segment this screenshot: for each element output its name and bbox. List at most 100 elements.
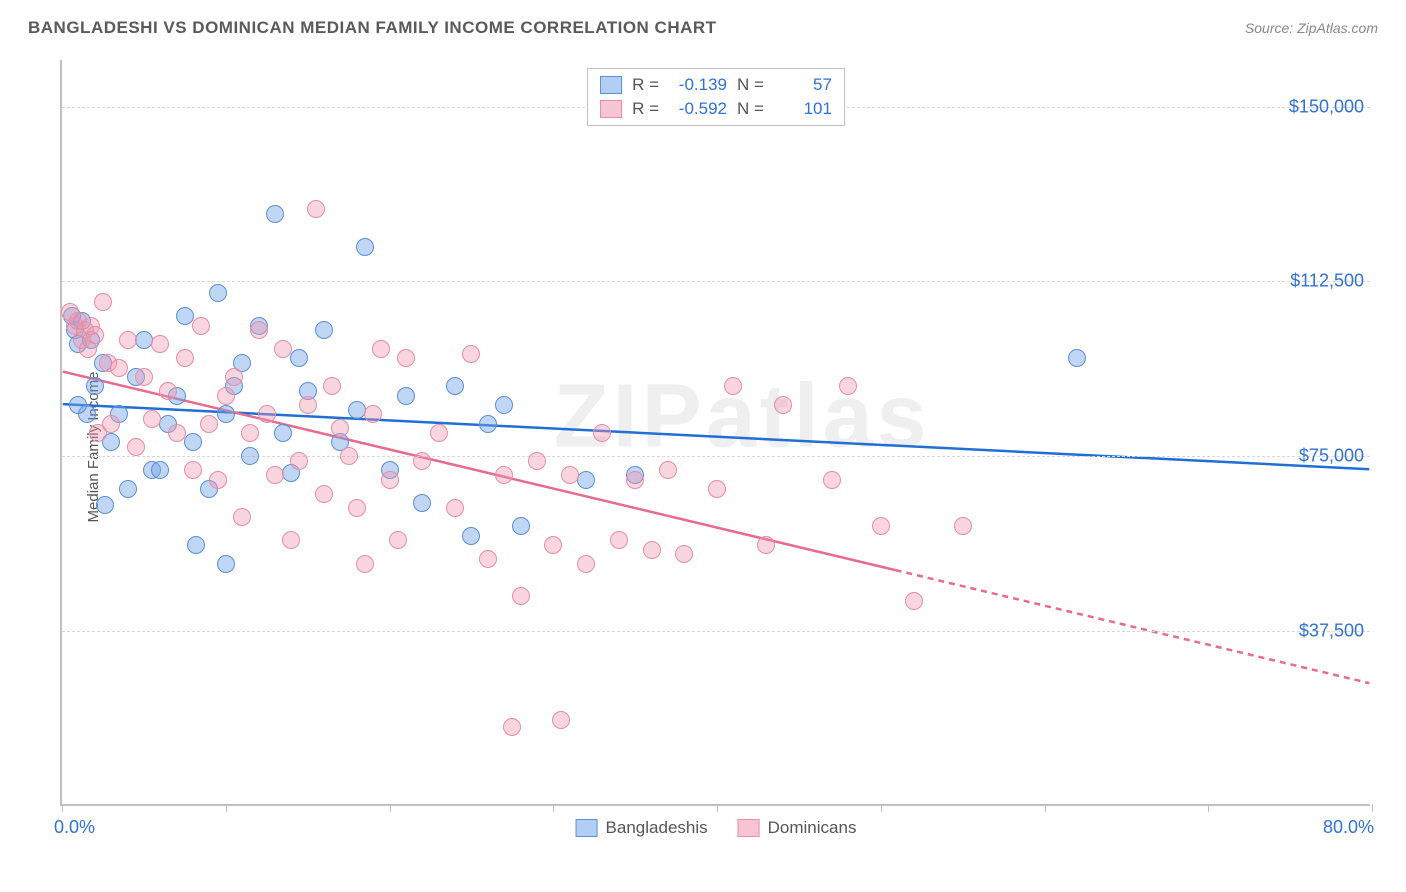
scatter-point	[577, 471, 595, 489]
stats-row-series1: R = -0.139 N = 57	[600, 73, 832, 97]
scatter-point	[577, 555, 595, 573]
scatter-point	[217, 387, 235, 405]
y-tick-label: $112,500	[1290, 271, 1364, 292]
scatter-point	[184, 433, 202, 451]
scatter-point	[823, 471, 841, 489]
scatter-point	[413, 494, 431, 512]
scatter-point	[528, 452, 546, 470]
scatter-point	[209, 471, 227, 489]
legend-label-1: Bangladeshis	[606, 818, 708, 838]
scatter-point	[290, 452, 308, 470]
scatter-point	[381, 471, 399, 489]
scatter-point	[905, 592, 923, 610]
x-tick	[390, 804, 391, 812]
legend: Bangladeshis Dominicans	[576, 818, 857, 838]
scatter-point	[250, 321, 268, 339]
scatter-point	[274, 340, 292, 358]
scatter-point	[86, 377, 104, 395]
y-tick-label: $37,500	[1299, 621, 1364, 642]
scatter-point	[626, 471, 644, 489]
swatch-pink-icon	[738, 819, 760, 837]
scatter-point	[143, 410, 161, 428]
y-tick-label: $75,000	[1299, 446, 1364, 467]
x-tick	[717, 804, 718, 812]
scatter-point	[266, 205, 284, 223]
scatter-point	[274, 424, 292, 442]
scatter-point	[954, 517, 972, 535]
legend-item-1: Bangladeshis	[576, 818, 708, 838]
x-tick	[62, 804, 63, 812]
stats-row-series2: R = -0.592 N = 101	[600, 97, 832, 121]
scatter-point	[94, 293, 112, 311]
scatter-point	[659, 461, 677, 479]
x-axis-min-label: 0.0%	[54, 817, 95, 838]
scatter-point	[69, 396, 87, 414]
scatter-point	[151, 335, 169, 353]
scatter-point	[96, 496, 114, 514]
scatter-point	[356, 555, 374, 573]
scatter-point	[430, 424, 448, 442]
scatter-point	[86, 326, 104, 344]
x-tick	[553, 804, 554, 812]
scatter-point	[561, 466, 579, 484]
scatter-point	[413, 452, 431, 470]
stat-r-label: R =	[632, 75, 659, 95]
scatter-point	[110, 359, 128, 377]
scatter-point	[372, 340, 390, 358]
scatter-point	[168, 424, 186, 442]
scatter-point	[495, 466, 513, 484]
scatter-point	[839, 377, 857, 395]
scatter-point	[119, 331, 137, 349]
scatter-point	[643, 541, 661, 559]
scatter-point	[127, 438, 145, 456]
scatter-point	[610, 531, 628, 549]
scatter-point	[233, 508, 251, 526]
scatter-point	[187, 536, 205, 554]
scatter-point	[340, 447, 358, 465]
scatter-point	[176, 307, 194, 325]
x-tick	[1208, 804, 1209, 812]
scatter-point	[217, 405, 235, 423]
scatter-point	[258, 405, 276, 423]
scatter-point	[348, 499, 366, 517]
scatter-point	[135, 331, 153, 349]
x-tick	[226, 804, 227, 812]
scatter-point	[774, 396, 792, 414]
scatter-point	[397, 349, 415, 367]
legend-item-2: Dominicans	[738, 818, 857, 838]
scatter-point	[462, 527, 480, 545]
scatter-point	[708, 480, 726, 498]
stat-n-label: N =	[737, 99, 764, 119]
scatter-point	[225, 368, 243, 386]
scatter-point	[544, 536, 562, 554]
stat-n-value-1: 57	[774, 75, 832, 95]
scatter-point	[331, 419, 349, 437]
scatter-point	[479, 550, 497, 568]
scatter-point	[503, 718, 521, 736]
scatter-point	[176, 349, 194, 367]
gridline	[62, 631, 1370, 632]
scatter-point	[241, 424, 259, 442]
scatter-point	[479, 415, 497, 433]
scatter-point	[495, 396, 513, 414]
scatter-point	[315, 485, 333, 503]
scatter-point	[872, 517, 890, 535]
y-tick-label: $150,000	[1289, 96, 1364, 117]
scatter-point	[102, 415, 120, 433]
scatter-point	[241, 447, 259, 465]
scatter-point	[724, 377, 742, 395]
scatter-point	[512, 587, 530, 605]
scatter-point	[119, 480, 137, 498]
scatter-point	[1068, 349, 1086, 367]
scatter-point	[315, 321, 333, 339]
scatter-point	[299, 396, 317, 414]
legend-label-2: Dominicans	[768, 818, 857, 838]
scatter-point	[593, 424, 611, 442]
correlation-stats-box: R = -0.139 N = 57 R = -0.592 N = 101	[587, 68, 845, 126]
scatter-point	[184, 461, 202, 479]
x-tick	[1045, 804, 1046, 812]
scatter-point	[192, 317, 210, 335]
scatter-point	[446, 377, 464, 395]
scatter-point	[266, 466, 284, 484]
scatter-point	[209, 284, 227, 302]
